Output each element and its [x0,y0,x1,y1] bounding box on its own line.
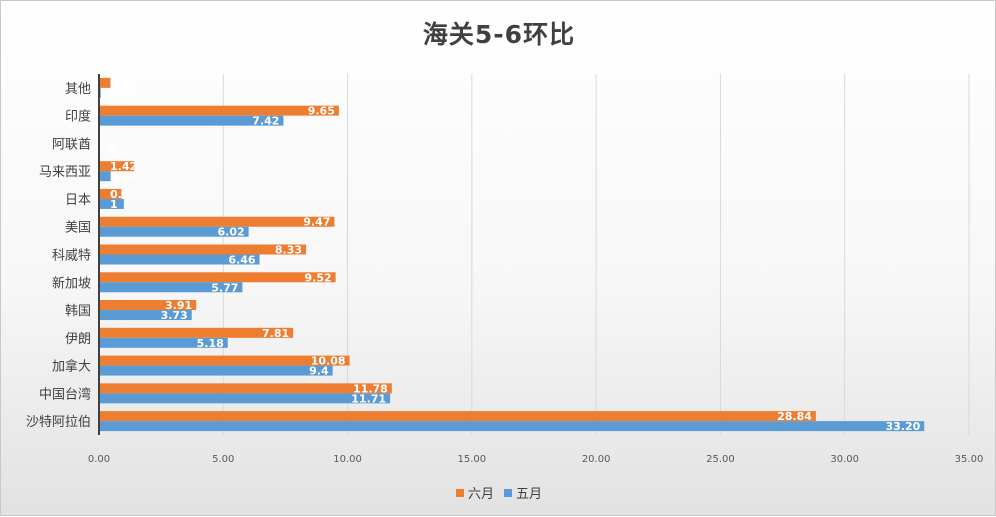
x-tick-label: 15.00 [458,454,487,465]
chart-title: 海关5-6环比 [422,20,576,49]
category-label: 马来西亚 [39,165,91,180]
category-label: 其他 [65,82,91,97]
legend-swatch-may [504,488,512,497]
bar-june [99,272,336,283]
data-label-may: 33.20 [885,420,920,433]
bar-june [99,300,197,311]
bar-june [99,216,335,227]
bar-may [99,393,391,404]
data-label-may: 5.18 [197,337,224,350]
category-label: 沙特阿拉伯 [26,415,91,430]
data-label-june: 9.52 [304,271,331,284]
category-label: 伊朗 [65,332,91,347]
data-label-june: 0.46 [110,77,137,90]
bar-may [99,226,249,237]
bar-june [99,327,294,338]
bar-may [99,337,228,348]
bar-june [99,355,350,366]
bar-may [99,282,243,293]
data-label-may: 9.4 [309,365,329,378]
bar-may [99,198,124,209]
category-label: 科威特 [52,249,91,264]
data-label-june: 9.47 [303,216,330,229]
data-label-june: 7.81 [262,327,289,340]
bar-june [99,383,392,394]
data-label-june: 28.84 [777,410,812,423]
bar-may [99,310,192,321]
data-label-may: 6.02 [217,226,244,239]
chart-legend: 六月 五月 [1,483,996,502]
legend-item-june: 六月 [455,483,494,502]
data-label-june: 10.08 [311,355,346,368]
bar-may [99,115,284,126]
data-label-may: 6.46 [228,254,255,267]
legend-label-may: 五月 [516,487,543,502]
category-label: 日本 [65,193,91,208]
data-label-may: 7.42 [252,115,279,128]
category-label: 美国 [65,221,91,236]
data-label-june: 0.9 [110,188,130,201]
category-label: 阿联酋 [52,136,91,152]
data-label-may: 1 [110,198,118,211]
category-label: 新加坡 [52,275,91,291]
x-tick-label: 5.00 [212,454,234,465]
bar-june [99,244,307,255]
data-label-june: 3.91 [165,299,192,312]
legend-item-may: 五月 [504,483,542,502]
bar-june [99,105,339,116]
data-label-june: 11.78 [353,382,388,395]
bar-june [99,161,135,172]
data-label-june: 8.33 [275,244,302,257]
bar-may [99,254,260,265]
legend-label-june: 六月 [467,487,494,502]
bar-may [99,421,925,432]
bar-june [99,188,122,199]
category-label: 印度 [65,109,91,125]
category-label: 中国台湾 [39,386,91,402]
x-tick-label: 10.00 [333,454,362,465]
category-label: 韩国 [65,304,91,319]
x-tick-label: 20.00 [582,454,611,465]
bar-may [99,365,333,376]
data-label-may: 3.73 [161,309,188,322]
data-label-may: 0.47 [110,170,137,183]
bar-june [99,77,111,88]
data-label-may: 11.71 [351,392,386,405]
data-label-june: 9.65 [308,105,335,118]
x-tick-label: 30.00 [830,454,859,465]
bar-june [99,411,816,422]
x-tick-label: 25.00 [706,454,735,465]
legend-swatch-june [455,488,464,497]
data-label-may: 5.77 [211,281,238,294]
x-tick-label: 0.00 [88,454,110,465]
data-label-may: 0 [110,142,118,155]
bar-may [99,171,111,182]
data-label-may: 0.07 [110,87,137,100]
data-label-june: 1.42 [110,160,137,173]
category-label: 加拿大 [52,359,91,375]
x-tick-label: 35.00 [955,454,984,465]
